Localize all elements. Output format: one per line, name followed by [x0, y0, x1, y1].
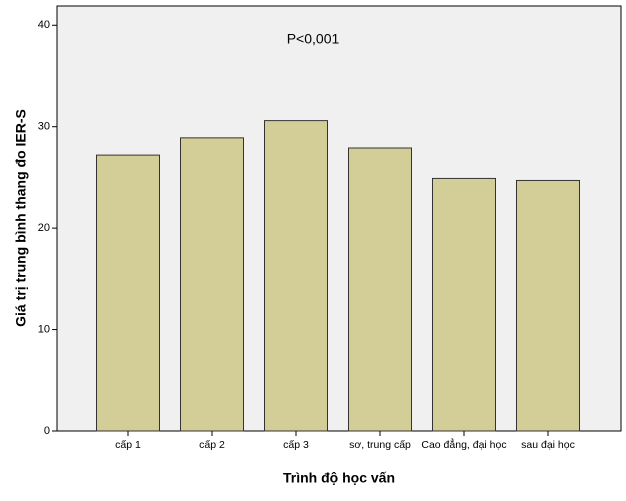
y-tick-label: 30 — [38, 121, 50, 133]
y-tick-label: 40 — [38, 19, 50, 31]
y-tick-label: 20 — [38, 222, 50, 234]
x-tick-label: cấp 1 — [115, 439, 141, 451]
bar — [348, 147, 412, 432]
bar — [432, 177, 496, 432]
annotation: P<0,001 — [287, 31, 340, 47]
x-tick-label: sau đại học — [521, 439, 575, 451]
y-tick-label: 0 — [44, 425, 50, 437]
x-axis-title: Trình độ học vấn — [283, 470, 395, 486]
bar — [180, 137, 244, 432]
y-tick-label: 10 — [38, 323, 50, 335]
bar — [516, 179, 580, 432]
x-tick-label: Cao đẳng, đại học — [421, 438, 506, 451]
x-tick-label: cấp 3 — [283, 439, 309, 451]
x-tick-label: cấp 2 — [199, 439, 225, 451]
bar — [264, 120, 328, 432]
x-tick-label: sơ, trung cấp — [349, 439, 411, 451]
y-axis-title: Giá trị trung bình thang đo IER-S — [13, 109, 29, 327]
bar — [96, 154, 160, 432]
